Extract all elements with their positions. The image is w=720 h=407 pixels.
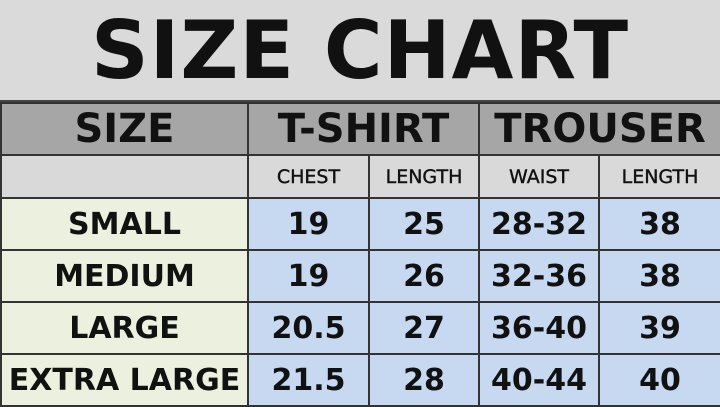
cell: 40-44 bbox=[478, 353, 600, 407]
table-row: LARGE 20.5 27 36-40 39 bbox=[0, 301, 720, 355]
subheader-waist: WAIST bbox=[478, 154, 600, 199]
table-row: MEDIUM 19 26 32-36 38 bbox=[0, 249, 720, 303]
table-row: EXTRA LARGE 21.5 28 40-44 40 bbox=[0, 353, 720, 407]
cell: 20.5 bbox=[247, 301, 370, 355]
size-label: LARGE bbox=[0, 301, 249, 355]
size-label: MEDIUM bbox=[0, 249, 249, 303]
subheader-chest: CHEST bbox=[247, 154, 370, 199]
size-table: SIZE T-SHIRT TROUSER CHEST LENGTH WAIST … bbox=[0, 102, 720, 407]
cell: 19 bbox=[247, 249, 370, 303]
cell: 26 bbox=[368, 249, 480, 303]
header-size: SIZE bbox=[0, 102, 249, 156]
chart-title: SIZE CHART bbox=[0, 0, 720, 102]
subheader-trouser-length: LENGTH bbox=[597, 154, 720, 199]
subheader-tshirt-length: LENGTH bbox=[368, 154, 480, 199]
cell: 25 bbox=[368, 197, 480, 251]
cell: 28 bbox=[368, 353, 480, 407]
size-label: SMALL bbox=[0, 197, 249, 251]
cell: 40 bbox=[597, 353, 720, 407]
header-trouser: TROUSER bbox=[477, 102, 720, 156]
cell: 28-32 bbox=[478, 197, 600, 251]
header-tshirt: T-SHIRT bbox=[247, 102, 480, 156]
size-label: EXTRA LARGE bbox=[0, 353, 249, 407]
cell: 32-36 bbox=[478, 249, 600, 303]
subheader-empty bbox=[0, 154, 249, 199]
cell: 39 bbox=[597, 301, 720, 355]
table-row: SMALL 19 25 28-32 38 bbox=[0, 197, 720, 251]
cell: 38 bbox=[597, 249, 720, 303]
cell: 27 bbox=[368, 301, 480, 355]
cell: 36-40 bbox=[478, 301, 600, 355]
cell: 21.5 bbox=[247, 353, 370, 407]
header-row: SIZE T-SHIRT TROUSER bbox=[0, 102, 720, 156]
subheader-row: CHEST LENGTH WAIST LENGTH bbox=[0, 154, 720, 199]
cell: 38 bbox=[597, 197, 720, 251]
cell: 19 bbox=[247, 197, 370, 251]
